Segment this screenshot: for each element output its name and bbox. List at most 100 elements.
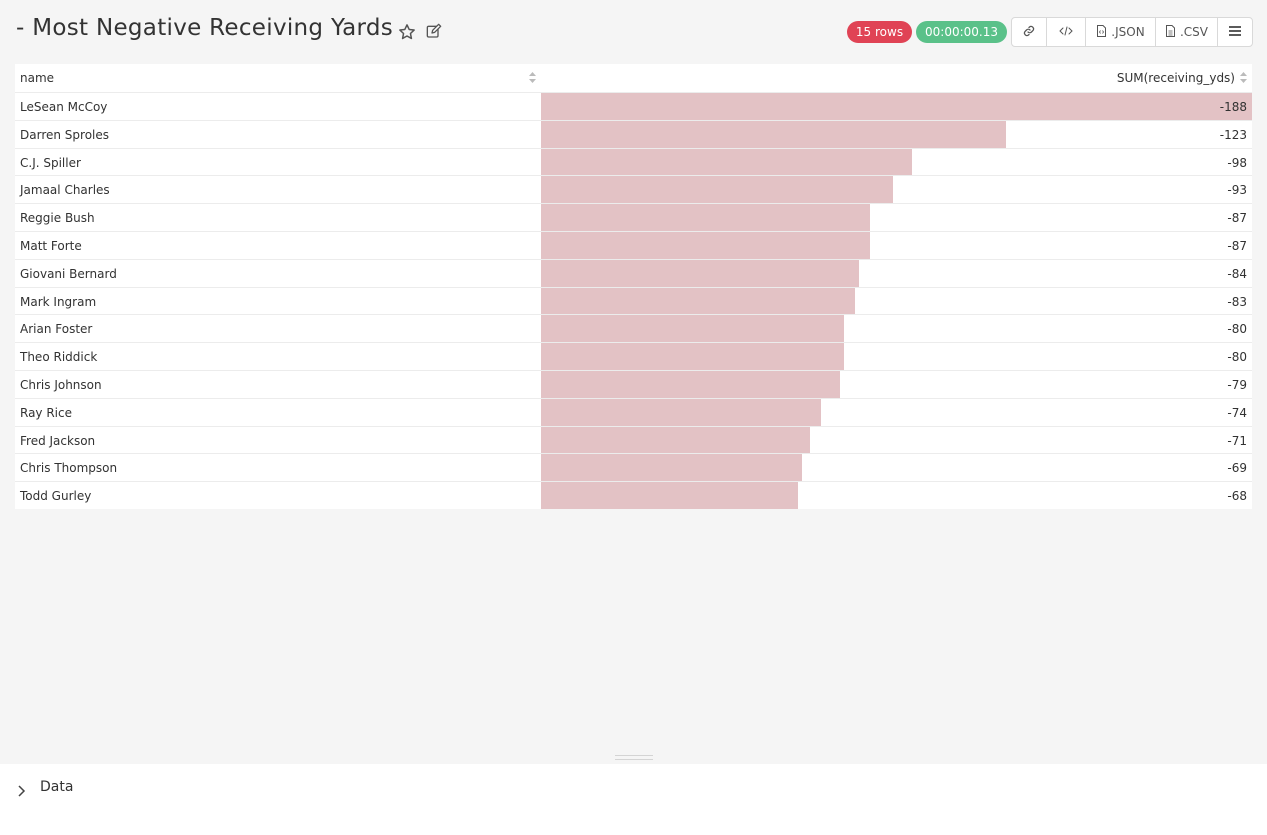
value-bar-cell: -84 xyxy=(541,259,1252,287)
value-bar xyxy=(541,315,844,343)
query-time-badge: 00:00:00.13 xyxy=(916,21,1007,43)
data-panel: Data xyxy=(0,764,1267,835)
player-name-cell: Chris Thompson xyxy=(20,461,118,476)
data-panel-label[interactable]: Data xyxy=(40,779,74,795)
link-icon xyxy=(1023,25,1035,40)
receiving-yards-value: -79 xyxy=(1227,377,1247,392)
table-row: Theo Riddick -80 xyxy=(15,342,1252,370)
value-bar xyxy=(541,93,1252,120)
title-actions xyxy=(398,23,442,41)
player-name-cell: Ray Rice xyxy=(20,405,72,420)
results-table: name SUM(receiving_yds) LeSean McCoy -188… xyxy=(15,64,1252,509)
table-row: Mark Ingram -83 xyxy=(15,286,1252,315)
table-row: Ray Rice -74 xyxy=(15,397,1252,426)
copy-link-button[interactable] xyxy=(1012,18,1046,46)
receiving-yards-value: -188 xyxy=(1219,100,1247,114)
player-name-cell: Reggie Bush xyxy=(20,211,95,226)
table-header: name SUM(receiving_yds) xyxy=(15,64,1252,92)
player-name-cell: Mark Ingram xyxy=(20,294,97,309)
code-icon xyxy=(1059,25,1073,40)
sort-icon[interactable] xyxy=(1240,72,1247,86)
chevron-right-icon[interactable] xyxy=(17,782,27,801)
export-json-button[interactable]: .JSON xyxy=(1085,18,1155,46)
edit-icon[interactable] xyxy=(426,23,442,41)
receiving-yards-value: -84 xyxy=(1227,266,1247,281)
player-name-cell: Chris Johnson xyxy=(20,377,102,392)
export-toolbar: .JSON .CSV xyxy=(1011,17,1253,47)
value-bar-cell: -123 xyxy=(541,120,1252,148)
chart-header: - Most Negative Receiving Yards 15 rows … xyxy=(0,0,1267,64)
receiving-yards-value: -71 xyxy=(1227,433,1247,448)
table-row: C.J. Spiller -98 xyxy=(15,147,1252,176)
value-bar-cell: -87 xyxy=(541,231,1252,259)
player-name-cell: Arian Foster xyxy=(20,322,93,337)
receiving-yards-value: -80 xyxy=(1227,322,1247,337)
star-icon[interactable] xyxy=(398,23,416,41)
value-bar xyxy=(541,343,844,370)
value-bar-cell: -87 xyxy=(541,204,1252,231)
value-bar-cell: -79 xyxy=(541,370,1252,398)
value-bar xyxy=(541,176,893,204)
value-bar xyxy=(541,287,855,315)
table-row: Fred Jackson -71 xyxy=(15,425,1252,454)
value-bar xyxy=(541,204,871,231)
value-bar xyxy=(541,482,799,509)
table-row: Jamaal Charles -93 xyxy=(15,175,1252,204)
value-bar-cell: -93 xyxy=(541,176,1252,204)
value-bar xyxy=(541,426,810,454)
value-bar xyxy=(541,398,821,426)
embed-code-button[interactable] xyxy=(1046,18,1085,46)
page-title: - Most Negative Receiving Yards xyxy=(16,15,394,41)
table-row: Matt Forte -87 xyxy=(15,230,1252,259)
receiving-yards-value: -69 xyxy=(1227,461,1247,476)
value-bar xyxy=(541,259,859,287)
menu-button[interactable] xyxy=(1217,18,1252,46)
table-row: Chris Johnson -79 xyxy=(15,369,1252,398)
player-name-cell: Fred Jackson xyxy=(20,433,96,448)
export-csv-label: .CSV xyxy=(1179,25,1209,39)
player-name-cell: Jamaal Charles xyxy=(20,183,110,198)
table-row: Arian Foster -80 xyxy=(15,314,1252,343)
player-name-cell: Darren Sproles xyxy=(20,127,110,142)
value-bar-cell: -188 xyxy=(541,93,1252,120)
resize-handle[interactable] xyxy=(615,755,653,760)
player-name-cell: C.J. Spiller xyxy=(20,155,81,170)
value-bar xyxy=(541,148,912,176)
receiving-yards-value: -87 xyxy=(1227,211,1247,226)
column-header-name[interactable]: name xyxy=(20,71,55,85)
value-bar-cell: -74 xyxy=(541,398,1252,426)
column-header-value[interactable]: SUM(receiving_yds) xyxy=(1116,71,1235,85)
value-bar-cell: -68 xyxy=(541,482,1252,509)
hamburger-icon xyxy=(1229,25,1241,39)
table-row: Todd Gurley -68 xyxy=(15,481,1252,509)
row-count-badge: 15 rows xyxy=(847,21,912,43)
receiving-yards-value: -83 xyxy=(1227,294,1247,309)
table-row: Reggie Bush -87 xyxy=(15,203,1252,231)
player-name-cell: Matt Forte xyxy=(20,238,82,253)
export-csv-button[interactable]: .CSV xyxy=(1155,18,1217,46)
value-bar-cell: -80 xyxy=(541,315,1252,343)
player-name-cell: Todd Gurley xyxy=(20,489,92,504)
receiving-yards-value: -93 xyxy=(1227,183,1247,198)
receiving-yards-value: -87 xyxy=(1227,238,1247,253)
table-row: Chris Thompson -69 xyxy=(15,453,1252,482)
table-body: LeSean McCoy -188 Darren Sproles -123 C.J. S… xyxy=(15,92,1252,509)
table-row: Darren Sproles -123 xyxy=(15,119,1252,148)
table-row: Giovani Bernard -84 xyxy=(15,258,1252,287)
receiving-yards-value: -74 xyxy=(1227,405,1247,420)
receiving-yards-value: -68 xyxy=(1227,489,1247,504)
value-bar-cell: -71 xyxy=(541,426,1252,454)
value-bar-cell: -83 xyxy=(541,287,1252,315)
player-name-cell: LeSean McCoy xyxy=(20,100,108,114)
sort-icon[interactable] xyxy=(529,72,536,86)
file-code-icon xyxy=(1096,24,1107,40)
table-row: LeSean McCoy -188 xyxy=(15,92,1252,120)
value-bar xyxy=(541,120,1007,148)
receiving-yards-value: -123 xyxy=(1219,127,1247,142)
export-json-label: .JSON xyxy=(1111,25,1145,39)
value-bar-cell: -69 xyxy=(541,454,1252,482)
value-bar-cell: -80 xyxy=(541,343,1252,370)
value-bar-cell: -98 xyxy=(541,148,1252,176)
player-name-cell: Giovani Bernard xyxy=(20,266,117,281)
value-bar xyxy=(541,231,871,259)
